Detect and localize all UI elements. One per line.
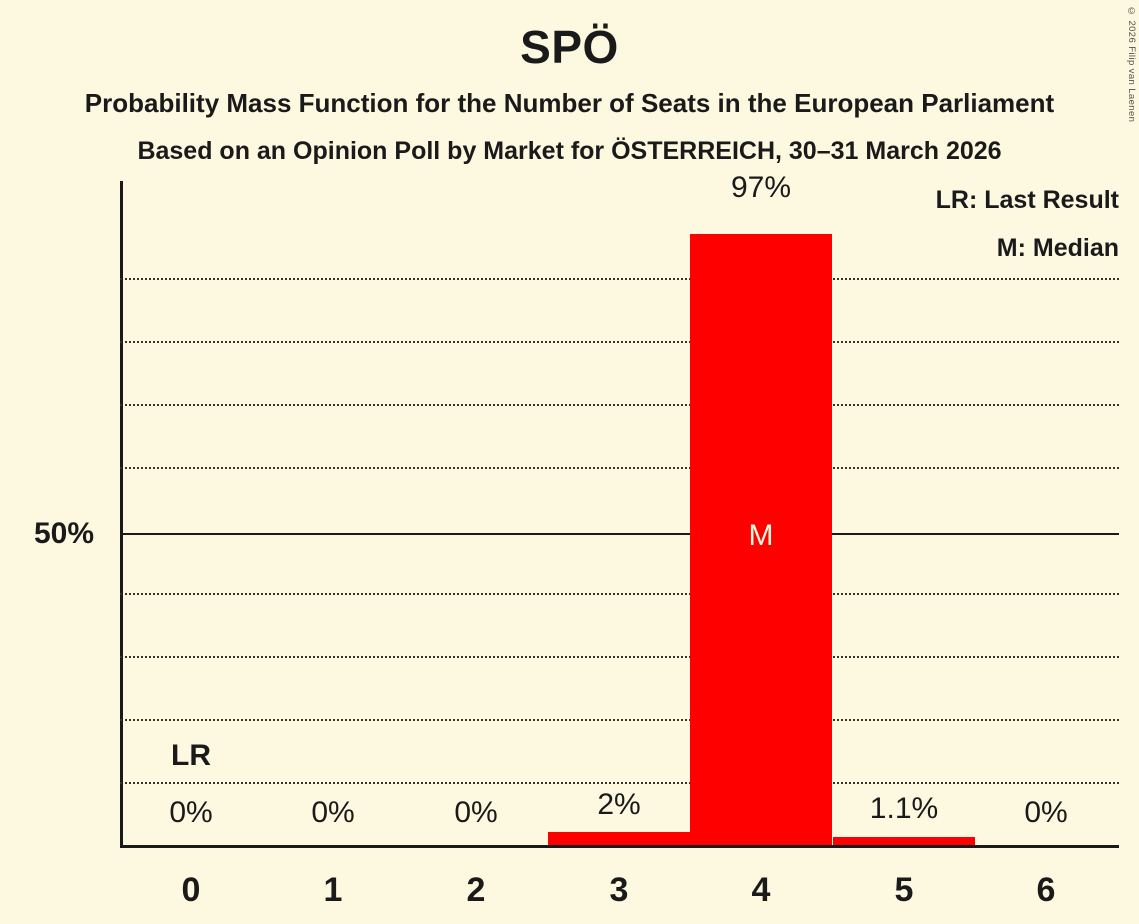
column-seat-5: 1.1% 5 <box>833 181 975 909</box>
gridline-40 <box>120 593 1119 595</box>
page-title: SPÖ <box>520 21 619 73</box>
x-tick-label-4: 4 <box>751 871 771 909</box>
value-label-seat-1: 0% <box>311 796 355 829</box>
x-tick-label-6: 6 <box>1036 871 1056 909</box>
y-tick-label-50: 50% <box>33 517 94 550</box>
bar-seat-3[interactable] <box>548 832 690 845</box>
plot-area: 50% M LR 0% 0 0% 1 0% 2 2% 3 97% 4 <box>34 171 1119 909</box>
column-seat-2: 0% 2 <box>405 181 547 909</box>
value-label-seat-6: 0% <box>1024 796 1068 829</box>
legend-last-result: LR: Last Result <box>935 186 1119 214</box>
x-tick-label-0: 0 <box>181 871 201 909</box>
bar-seat-5[interactable] <box>833 837 975 845</box>
y-axis-line <box>120 181 123 848</box>
x-tick-label-1: 1 <box>323 871 343 909</box>
value-label-seat-4: 97% <box>730 171 792 204</box>
chart-subtitle: Probability Mass Function for the Number… <box>84 88 1055 118</box>
gridline-20 <box>120 719 1119 721</box>
column-seat-6: 0% 6 <box>975 181 1117 909</box>
column-seat-1: 0% 1 <box>262 181 404 909</box>
gridline-10 <box>120 782 1119 784</box>
column-seat-3: 2% 3 <box>548 181 690 909</box>
x-tick-label-2: 2 <box>466 871 486 909</box>
value-label-seat-3: 2% <box>597 788 641 821</box>
gridline-60 <box>120 467 1119 469</box>
legend-median: M: Median <box>996 234 1119 262</box>
x-axis-line <box>120 845 1119 848</box>
median-marker: M <box>748 519 774 552</box>
value-label-seat-5: 1.1% <box>869 792 939 825</box>
gridline-90 <box>120 278 1119 280</box>
value-label-seat-2: 0% <box>454 796 498 829</box>
x-tick-label-5: 5 <box>894 871 914 909</box>
gridline-50-major <box>120 533 1119 535</box>
gridline-70 <box>120 404 1119 406</box>
x-tick-label-3: 3 <box>609 871 629 909</box>
gridline-30 <box>120 656 1119 658</box>
column-seat-0: LR 0% 0 <box>120 181 262 909</box>
chart-caption: Based on an Opinion Poll by Market for Ö… <box>137 137 1002 165</box>
last-result-marker: LR <box>171 739 211 772</box>
bar-seat-4[interactable]: M <box>690 234 832 845</box>
gridline-80 <box>120 341 1119 343</box>
value-label-seat-0: 0% <box>169 796 213 829</box>
copyright-notice: © 2026 Filip van Laenen <box>1126 6 1137 123</box>
